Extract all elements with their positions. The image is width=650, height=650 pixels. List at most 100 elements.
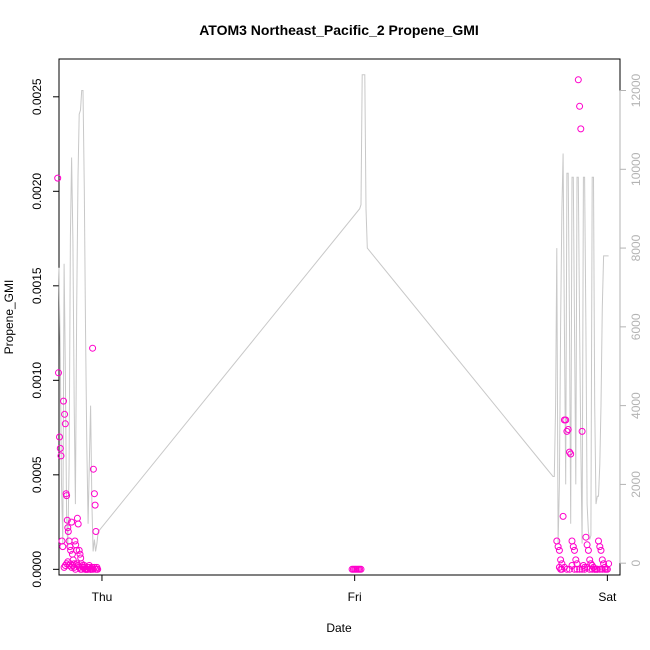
data-point	[56, 433, 63, 441]
data-point	[576, 565, 584, 573]
left-tick-label: 0.0015	[30, 267, 44, 304]
data-point	[92, 528, 100, 535]
bottom-axis: Thu Fri Sat	[92, 574, 617, 604]
data-point	[574, 76, 582, 84]
bottom-tick-label: Fri	[348, 590, 362, 604]
data-point	[576, 102, 584, 110]
data-point	[68, 563, 76, 571]
data-point	[59, 543, 67, 551]
data-point	[586, 556, 594, 564]
data-point	[595, 537, 602, 545]
data-point	[61, 410, 69, 418]
data-point	[573, 565, 581, 573]
data-point	[74, 520, 82, 528]
data-point	[93, 565, 101, 573]
data-point	[75, 546, 83, 554]
scatter-points-layer	[54, 76, 613, 573]
y-axis-label: Propene_GMI	[2, 280, 16, 355]
data-point	[71, 537, 79, 545]
bottom-tick-label: Thu	[92, 590, 113, 604]
data-point	[77, 554, 85, 562]
data-point	[596, 543, 604, 551]
data-point	[583, 541, 591, 549]
right-tick-label: 10000	[629, 152, 643, 186]
data-point	[563, 427, 571, 435]
data-point	[54, 174, 62, 182]
left-tick-label: 0.0025	[30, 78, 44, 115]
data-point	[89, 565, 97, 573]
left-tick-label: 0.0005	[30, 456, 44, 493]
data-point	[57, 452, 65, 460]
chart-title: ATOM3 Northeast_Pacific_2 Propene_GMI	[199, 22, 479, 38]
x-axis-label: Date	[326, 621, 352, 635]
data-point	[72, 541, 80, 549]
data-point	[591, 565, 599, 573]
data-point	[588, 565, 596, 573]
data-point	[569, 543, 577, 551]
data-point	[89, 465, 97, 473]
data-point	[63, 516, 71, 524]
bottom-tick-label: Sat	[598, 590, 617, 604]
data-point	[601, 565, 609, 573]
data-point	[357, 565, 365, 573]
data-point	[564, 426, 572, 433]
left-tick-label: 0.0020	[30, 173, 44, 210]
data-point	[84, 565, 92, 573]
data-point	[571, 546, 578, 554]
data-point	[598, 556, 606, 564]
data-point	[572, 556, 580, 564]
data-point	[73, 514, 81, 522]
data-point	[571, 565, 578, 573]
data-point	[577, 125, 585, 133]
data-point	[598, 565, 606, 573]
data-point	[68, 518, 76, 526]
data-point	[578, 427, 586, 435]
data-point	[579, 562, 587, 569]
data-point	[65, 537, 73, 545]
right-tick-label: 12000	[629, 74, 643, 108]
data-point	[557, 556, 565, 564]
data-point	[58, 537, 66, 545]
data-point	[559, 512, 567, 520]
left-axis: 0.0000 0.0005 0.0010 0.0015 0.0020 0.0025	[30, 78, 60, 588]
left-tick-label: 0.0000	[30, 551, 44, 588]
altitude-line	[58, 74, 609, 552]
data-point	[553, 537, 561, 545]
data-point	[593, 565, 601, 573]
data-point	[60, 397, 67, 405]
data-point	[584, 546, 592, 554]
data-point	[55, 369, 62, 377]
data-point	[91, 501, 99, 509]
data-point	[597, 546, 605, 554]
right-tick-label: 8000	[629, 234, 643, 261]
data-point	[56, 444, 64, 452]
data-point	[568, 537, 576, 545]
data-point	[554, 543, 562, 551]
right-tick-label: 6000	[629, 313, 643, 340]
data-point	[582, 533, 590, 541]
data-point	[555, 546, 563, 554]
data-point	[596, 565, 604, 573]
right-tick-label: 4000	[629, 392, 643, 419]
right-tick-label: 2000	[629, 471, 643, 498]
data-point	[586, 565, 594, 573]
data-point	[89, 344, 97, 352]
data-point	[64, 528, 72, 535]
data-point	[63, 492, 71, 500]
data-point	[90, 490, 98, 498]
left-tick-label: 0.0010	[30, 362, 44, 399]
altitude-line-layer	[58, 74, 609, 552]
data-point	[64, 524, 72, 532]
data-point	[563, 565, 571, 573]
plot-area-frame	[58, 58, 621, 576]
data-point	[67, 546, 75, 554]
data-point	[605, 560, 613, 568]
data-point	[566, 448, 573, 456]
data-point	[61, 420, 69, 428]
data-point	[76, 550, 84, 558]
right-axis: 0 2000 4000 6000 8000 10000 12000	[619, 74, 643, 567]
right-tick-label: 0	[629, 560, 643, 567]
data-point	[567, 450, 575, 458]
data-point	[562, 416, 570, 424]
